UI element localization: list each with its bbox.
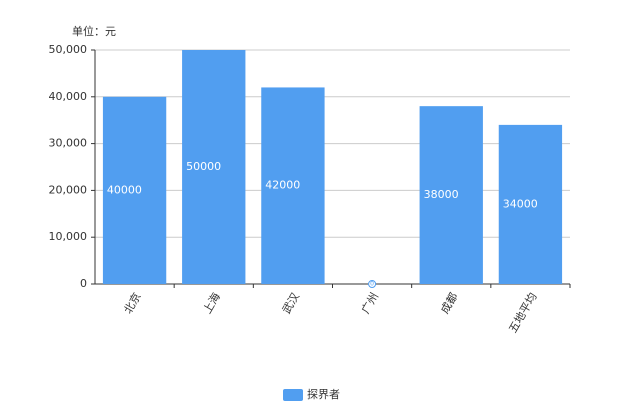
value-label: 0: [370, 281, 374, 288]
x-tick-label: 北京: [121, 290, 144, 316]
x-tick-label: 武汉: [280, 291, 302, 317]
y-tick-label: 30,000: [49, 137, 88, 150]
x-tick-label: 成都: [438, 291, 460, 317]
value-label: 38000: [424, 188, 459, 201]
y-tick-label: 20,000: [49, 183, 88, 196]
value-label: 50000: [186, 160, 221, 173]
value-label: 34000: [503, 197, 538, 210]
y-tick-label: 0: [80, 277, 87, 290]
x-tick-label: 五地平均: [506, 291, 539, 336]
bar: [102, 96, 167, 284]
bar: [261, 87, 325, 284]
value-label: 40000: [107, 183, 142, 196]
legend-swatch: [283, 389, 303, 401]
unit-label: 单位：元: [72, 24, 116, 38]
x-tick-label: 广州: [359, 291, 381, 317]
bar: [498, 124, 563, 284]
y-tick-label: 40,000: [49, 90, 88, 103]
zero-marker: [368, 280, 377, 288]
bar: [419, 106, 483, 284]
x-tick-label: 上海: [200, 290, 223, 316]
y-tick-label: 10,000: [49, 230, 88, 243]
value-label: 42000: [265, 179, 300, 192]
legend-label: 探界者: [307, 388, 340, 401]
bar: [182, 50, 246, 284]
y-tick-label: 50,000: [49, 43, 88, 56]
